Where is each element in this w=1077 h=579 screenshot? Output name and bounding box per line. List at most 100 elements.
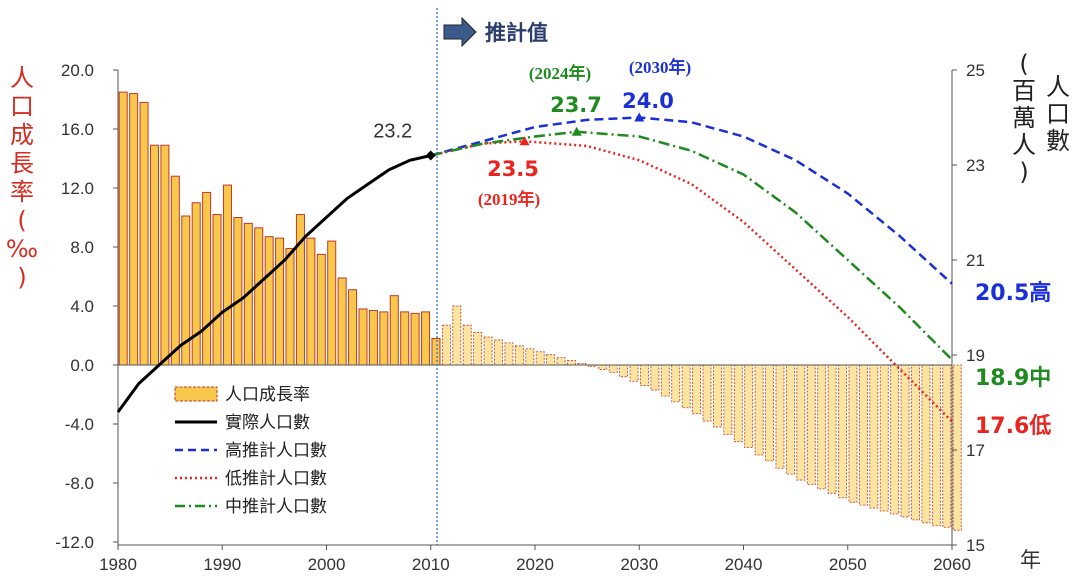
x-tick-label: 2010 — [412, 555, 450, 574]
x-tick-label: 1980 — [99, 555, 137, 574]
growth-rate-bars — [118, 91, 962, 531]
high-end-label: 20.5高 — [975, 280, 1051, 306]
chart-labels: 人口成長率(‰)(百萬人)人口數推計值23.223.5(2019年)(2024年… — [6, 16, 1070, 439]
right-tick-label: 15 — [966, 536, 985, 555]
growth-bar — [170, 175, 180, 366]
legend-label-medium: 中推計人口數 — [225, 497, 327, 517]
right-axis-label-char: 口 — [1046, 100, 1070, 128]
growth-bar — [900, 364, 910, 518]
growth-bar — [400, 311, 410, 366]
x-axis-unit: 年 — [1020, 549, 1041, 572]
legend-label-growth: 人口成長率 — [225, 385, 310, 405]
right-axis-unit-char: 人 — [1012, 131, 1036, 159]
growth-bar — [629, 364, 639, 382]
growth-bar — [483, 336, 493, 366]
growth-bar — [817, 364, 827, 490]
growth-bar — [577, 363, 587, 366]
growth-bar — [546, 354, 556, 366]
growth-bar — [191, 202, 201, 366]
growth-bar — [692, 364, 702, 415]
left-axis-label-char: 長 — [10, 150, 34, 178]
left-tick-label: 0.0 — [70, 356, 94, 375]
x-tick-label: 2050 — [829, 555, 867, 574]
growth-bar — [149, 144, 160, 366]
left-axis-label-char: 口 — [10, 93, 34, 121]
legend-label-low: 低推計人口數 — [225, 469, 327, 489]
right-axis-unit-char: ( — [1019, 50, 1028, 78]
x-tick-label: 2030 — [620, 555, 658, 574]
high-projection-line — [430, 116, 953, 285]
growth-bar — [744, 364, 754, 448]
population-lines — [116, 112, 953, 423]
legend-label-high: 高推計人口數 — [225, 441, 327, 461]
growth-bar — [368, 309, 378, 366]
growth-bar — [494, 339, 503, 366]
growth-bar — [754, 364, 764, 456]
growth-bar — [671, 364, 681, 403]
growth-bar — [640, 364, 649, 387]
right-tick-label: 17 — [966, 441, 985, 460]
growth-bar — [608, 364, 618, 373]
growth-bar — [723, 364, 733, 435]
growth-bar — [765, 364, 774, 462]
left-axis-label-char: ‰ — [6, 235, 38, 263]
growth-bar — [254, 227, 264, 366]
growth-bar — [222, 184, 232, 366]
growth-bar — [796, 364, 806, 481]
growth-bar — [806, 364, 816, 485]
growth-bar — [264, 236, 274, 366]
right-axis-unit-char: 萬 — [1012, 104, 1036, 132]
left-tick-label: -12.0 — [55, 533, 94, 552]
growth-bar — [118, 91, 128, 366]
growth-bar — [348, 289, 358, 366]
right-axis-unit-char: ) — [1019, 158, 1028, 186]
right-tick-label: 25 — [966, 61, 985, 80]
growth-bar — [827, 364, 837, 494]
growth-bar — [869, 364, 879, 509]
low-peak-marker — [519, 136, 530, 146]
growth-bar — [504, 342, 514, 366]
growth-bar — [931, 364, 941, 527]
left-axis-label-char: 成 — [10, 121, 34, 149]
growth-bar — [462, 324, 472, 366]
growth-bar — [619, 364, 629, 378]
medium-peak-marker — [571, 126, 582, 136]
high-peak-year: (2030年) — [629, 57, 691, 77]
right-tick-label: 23 — [966, 156, 985, 175]
growth-bar — [525, 348, 535, 366]
x-tick-label: 2060 — [933, 555, 971, 574]
growth-bar — [858, 364, 868, 506]
left-tick-label: 4.0 — [70, 297, 94, 316]
growth-bar — [233, 217, 243, 366]
x-tick-label: 2000 — [308, 555, 346, 574]
left-axis-label-char: 率 — [10, 178, 34, 206]
legend-label-actual: 實際人口數 — [225, 413, 310, 433]
right-tick-label: 19 — [966, 346, 985, 365]
medium-peak-value: 23.7 — [550, 93, 602, 117]
low-peak-value: 23.5 — [487, 157, 539, 181]
left-tick-label: 20.0 — [61, 61, 94, 80]
growth-bar — [160, 144, 170, 366]
growth-bar — [358, 308, 368, 366]
growth-bar — [410, 312, 420, 366]
growth-bar — [879, 364, 889, 512]
growth-bar — [848, 364, 858, 503]
right-axis-unit-char: 百 — [1012, 77, 1036, 105]
medium-peak-year: (2024年) — [529, 63, 591, 83]
growth-bar — [556, 357, 566, 366]
medium-projection-line — [430, 130, 953, 361]
growth-bar — [952, 364, 962, 531]
growth-bar — [337, 277, 347, 366]
growth-bar — [431, 337, 441, 366]
growth-bar — [327, 240, 337, 366]
growth-bar — [702, 364, 712, 422]
x-tick-label: 2020 — [516, 555, 554, 574]
left-tick-label: 8.0 — [70, 238, 94, 257]
high-peak-marker — [634, 112, 645, 122]
left-axis-label-char: ) — [17, 264, 26, 292]
left-tick-label: -4.0 — [65, 415, 94, 434]
growth-bar — [681, 364, 691, 409]
axes: 20.0 16.0 12.0 8.0 4.0 0.0 -4.0 -8.0 -12.0 25 23 21… — [55, 8, 1041, 574]
